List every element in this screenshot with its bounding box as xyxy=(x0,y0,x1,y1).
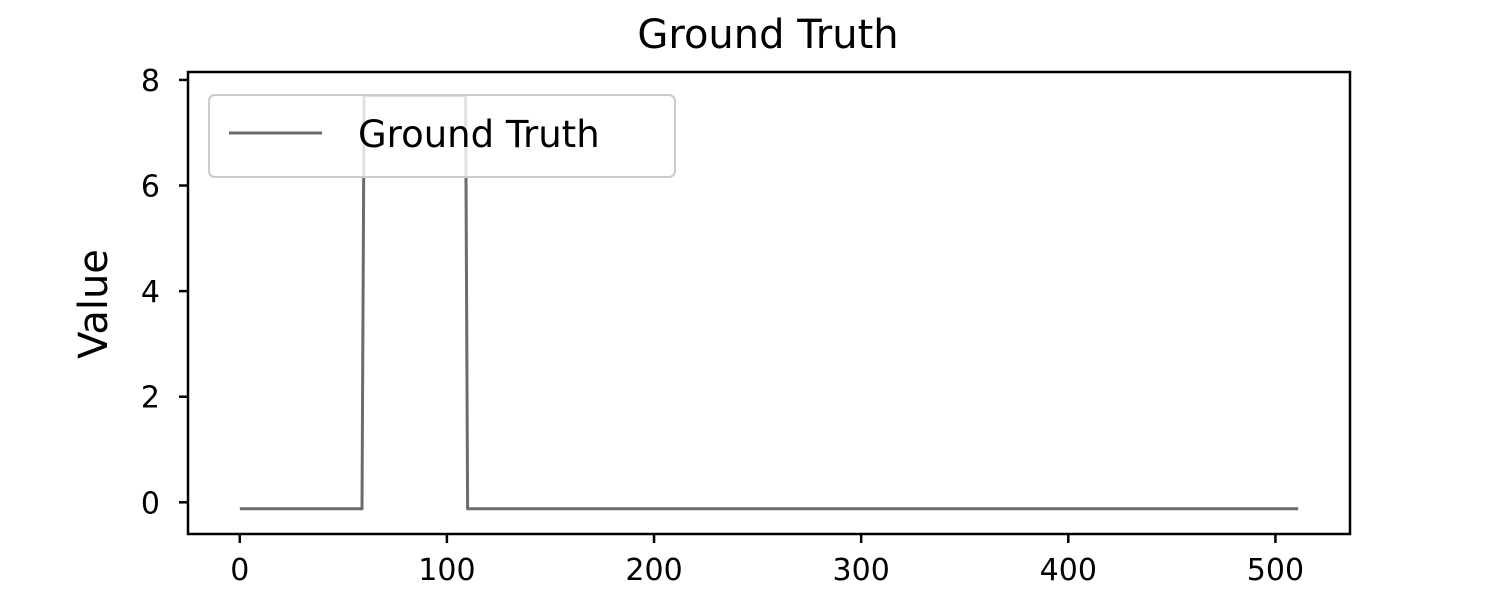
x-tick-label-400: 400 xyxy=(1040,553,1097,588)
x-tick-label-100: 100 xyxy=(418,553,475,588)
x-tick-label-300: 300 xyxy=(833,553,890,588)
x-tick-label-0: 0 xyxy=(230,553,249,588)
plot-frame xyxy=(186,70,1352,536)
legend-box xyxy=(208,94,676,178)
plot-area: 0 100 200 300 400 500 0 2 4 6 8 xyxy=(141,64,1304,588)
legend-label: Ground Truth xyxy=(358,113,600,156)
y-tick-label-4: 4 xyxy=(141,275,160,310)
y-tick-label-2: 2 xyxy=(141,381,160,416)
y-tick-label-0: 0 xyxy=(141,486,160,521)
legend: Ground Truth xyxy=(208,94,676,178)
y-tick-label-6: 6 xyxy=(141,170,160,205)
x-tick-label-500: 500 xyxy=(1247,553,1304,588)
y-axis-label: Value xyxy=(71,249,117,359)
x-tick-label-200: 200 xyxy=(625,553,682,588)
y-tick-label-8: 8 xyxy=(141,64,160,99)
chart-title: Ground Truth xyxy=(637,12,898,58)
